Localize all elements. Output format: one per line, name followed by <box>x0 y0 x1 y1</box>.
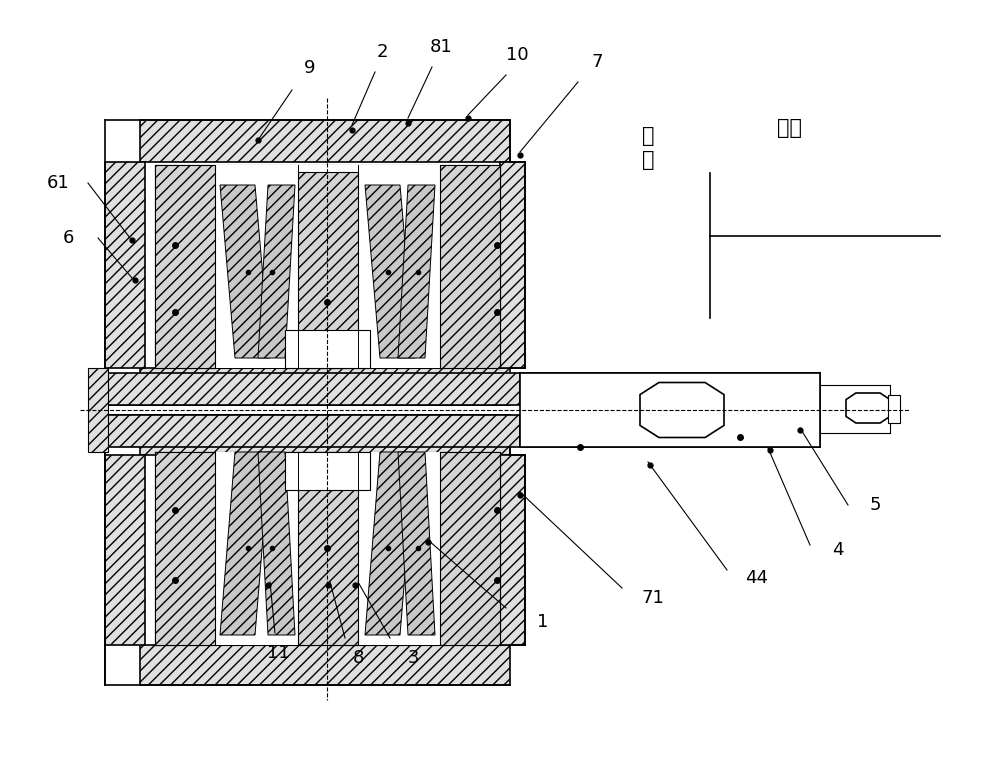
Text: 9: 9 <box>304 59 316 77</box>
Bar <box>155 452 500 645</box>
Text: 轴向: 轴向 <box>778 118 802 138</box>
Text: 61: 61 <box>47 174 69 192</box>
Bar <box>140 415 510 455</box>
Bar <box>140 368 510 405</box>
Bar <box>155 452 215 645</box>
Text: 6: 6 <box>62 229 74 247</box>
Bar <box>520 373 820 447</box>
Polygon shape <box>640 382 724 437</box>
Text: 11: 11 <box>267 644 289 662</box>
Polygon shape <box>258 452 295 635</box>
Bar <box>888 395 900 423</box>
Bar <box>105 373 520 405</box>
Polygon shape <box>398 185 435 358</box>
Text: 7: 7 <box>591 53 603 71</box>
Text: 1: 1 <box>537 613 549 631</box>
Bar <box>285 330 370 368</box>
Text: 71: 71 <box>642 589 664 607</box>
Polygon shape <box>365 452 415 635</box>
Text: 2: 2 <box>376 43 388 61</box>
Text: 81: 81 <box>430 38 452 56</box>
Bar <box>440 452 500 645</box>
Polygon shape <box>220 452 270 635</box>
Text: 4: 4 <box>832 541 844 559</box>
Bar <box>155 165 215 368</box>
Bar <box>298 172 358 368</box>
Bar <box>500 455 525 645</box>
Text: 8: 8 <box>352 649 364 667</box>
Text: 5: 5 <box>869 496 881 514</box>
Bar <box>140 120 510 162</box>
Bar <box>105 415 520 447</box>
Bar <box>155 165 500 368</box>
Bar <box>88 368 108 452</box>
Polygon shape <box>258 185 295 358</box>
Polygon shape <box>365 185 415 358</box>
Polygon shape <box>398 452 435 635</box>
Bar <box>440 165 500 368</box>
Bar <box>298 452 358 645</box>
Polygon shape <box>220 185 270 358</box>
Bar <box>140 645 510 685</box>
Bar <box>285 452 370 490</box>
Text: 10: 10 <box>506 46 528 64</box>
Text: 径
向: 径 向 <box>642 126 654 169</box>
Bar <box>105 455 145 645</box>
Polygon shape <box>846 393 890 423</box>
Bar <box>500 162 525 368</box>
Text: 44: 44 <box>746 569 768 587</box>
Text: 3: 3 <box>407 649 419 667</box>
Bar <box>105 162 145 368</box>
